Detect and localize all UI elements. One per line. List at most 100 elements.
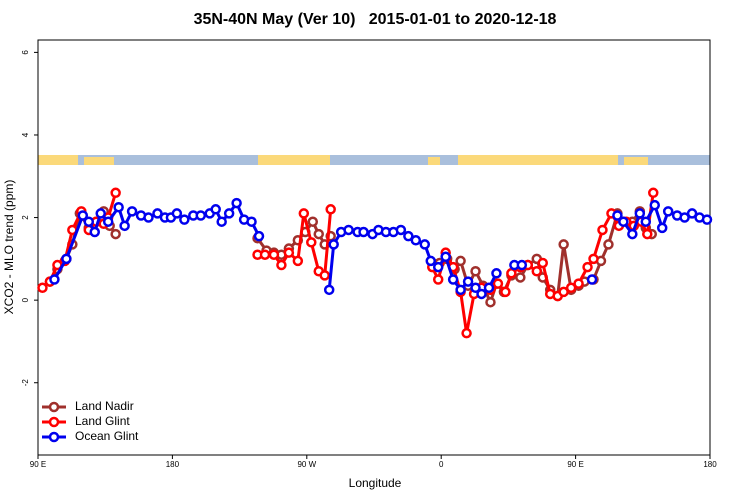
point [319,270,330,281]
point [506,268,517,279]
point [531,265,543,277]
legend-marker [48,401,60,413]
point [491,268,502,279]
point [410,235,422,246]
legend-label: Land Glint [75,414,130,428]
point [483,282,495,294]
point [565,282,577,294]
y-tick-label: 0 [21,297,30,302]
point [61,253,72,265]
point [679,212,690,223]
point [612,210,623,221]
legend-marker [48,431,60,443]
point [662,206,674,217]
point [558,286,569,298]
chart-title: 35N-40N May (Ver 10) 2015-01-01 to 2020-… [194,11,557,28]
point [195,210,207,221]
point [618,216,629,227]
x-tick-label: 180 [166,460,180,469]
point [95,208,106,219]
point [462,276,474,287]
point [152,208,163,219]
point [419,239,431,250]
legend-label: Ocean Glint [75,429,139,443]
point [582,261,593,273]
x-tick-label: 90 E [30,460,46,469]
point [89,226,100,238]
point [343,224,354,236]
point [648,187,659,199]
point [403,230,414,242]
point [649,199,660,211]
point [358,226,369,238]
point [113,201,124,213]
point [306,237,317,248]
point [276,259,287,271]
legend-marker [48,416,60,428]
series [49,197,713,300]
point [325,204,336,215]
point [455,255,466,267]
point [253,230,265,242]
x-tick-label: 90 W [297,460,316,469]
point [455,284,466,296]
point [515,272,526,283]
point [110,228,121,240]
point [573,278,584,289]
point [432,261,444,273]
point [395,224,407,236]
point [686,208,698,219]
point [701,214,713,225]
point [83,216,95,227]
land-ocean-strip [38,155,710,165]
point [171,208,183,219]
point [476,288,487,300]
point [627,228,638,240]
point [102,216,114,227]
y-tick-label: -2 [21,379,30,387]
point [126,206,138,217]
point [313,228,324,240]
point [440,251,451,263]
point [492,278,504,289]
point [143,212,154,223]
y-tick-label: 6 [21,50,30,55]
plot-frame [37,39,711,456]
point [642,228,653,240]
point [323,284,335,296]
point [283,247,295,258]
point [588,253,599,265]
point [119,220,130,232]
point [603,239,614,250]
point [49,274,60,285]
point [268,249,280,260]
point [656,222,668,234]
point [597,224,608,236]
point [231,197,242,209]
point [516,259,528,271]
point [500,286,511,298]
x-tick-label: 90 E [567,460,583,469]
point [307,216,319,227]
point [634,208,646,219]
point [470,265,481,277]
point [246,216,257,227]
x-tick-label: 0 [439,460,444,469]
point [447,274,459,285]
x-tick-label: 180 [703,460,717,469]
y-axis-label: XCO2 - MLO trend (ppm) [2,180,16,315]
point [37,282,48,294]
y-tick-label: 4 [21,132,30,137]
point [328,239,339,250]
y-tick-label: 2 [21,215,30,220]
point [77,210,89,221]
point [640,216,652,227]
point [485,296,496,308]
point [216,216,227,227]
point [461,327,472,339]
point [292,255,304,267]
point [425,255,436,267]
point [223,208,235,219]
x-axis-label: Longitude [349,476,402,490]
point [432,274,444,285]
